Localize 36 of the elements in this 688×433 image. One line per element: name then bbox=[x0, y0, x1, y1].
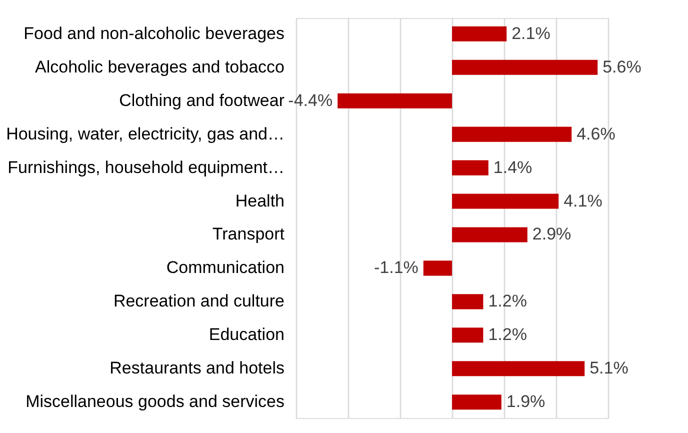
bar bbox=[452, 160, 488, 176]
bar bbox=[338, 93, 452, 108]
bar bbox=[452, 26, 507, 42]
data-label: 1.2% bbox=[488, 325, 527, 344]
data-label: -1.1% bbox=[374, 258, 418, 278]
bar bbox=[452, 126, 572, 142]
y-tick-label: Clothing and footwear bbox=[119, 90, 285, 110]
y-tick-label: Food and non-alcoholic beverages bbox=[24, 24, 284, 43]
y-tick-label: Miscellaneous goods and services bbox=[26, 392, 284, 412]
data-label: -4.4% bbox=[288, 90, 333, 110]
data-label: 5.1% bbox=[590, 358, 628, 378]
y-tick-label: Furnishings, household equipment… bbox=[8, 158, 284, 177]
y-tick-label: Education bbox=[208, 325, 284, 344]
y-tick-label: Recreation and culture bbox=[113, 292, 284, 311]
data-label: 2.1% bbox=[512, 24, 550, 43]
data-label: 1.4% bbox=[493, 158, 532, 177]
bar bbox=[452, 361, 585, 376]
y-tick-label: Health bbox=[235, 191, 284, 210]
y-tick-label: Alcoholic beverages and tobacco bbox=[35, 57, 284, 76]
data-label: 4.6% bbox=[576, 124, 616, 144]
bar bbox=[452, 328, 484, 343]
y-tick-label: Housing, water, electricity, gas and… bbox=[6, 124, 284, 144]
bar bbox=[452, 60, 598, 75]
data-label: 1.9% bbox=[506, 392, 546, 412]
y-tick-label: Restaurants and hotels bbox=[110, 358, 284, 378]
data-label: 1.2% bbox=[488, 292, 527, 311]
y-tick-label: Transport bbox=[212, 224, 285, 244]
data-label: 4.1% bbox=[564, 191, 602, 210]
y-tick-label: Communication bbox=[166, 258, 284, 278]
bar bbox=[423, 260, 452, 276]
bar bbox=[452, 394, 502, 410]
data-label: 2.9% bbox=[532, 224, 572, 244]
data-label: 5.6% bbox=[602, 57, 642, 76]
bar bbox=[452, 194, 559, 209]
bar bbox=[452, 294, 484, 310]
bar bbox=[452, 227, 528, 242]
